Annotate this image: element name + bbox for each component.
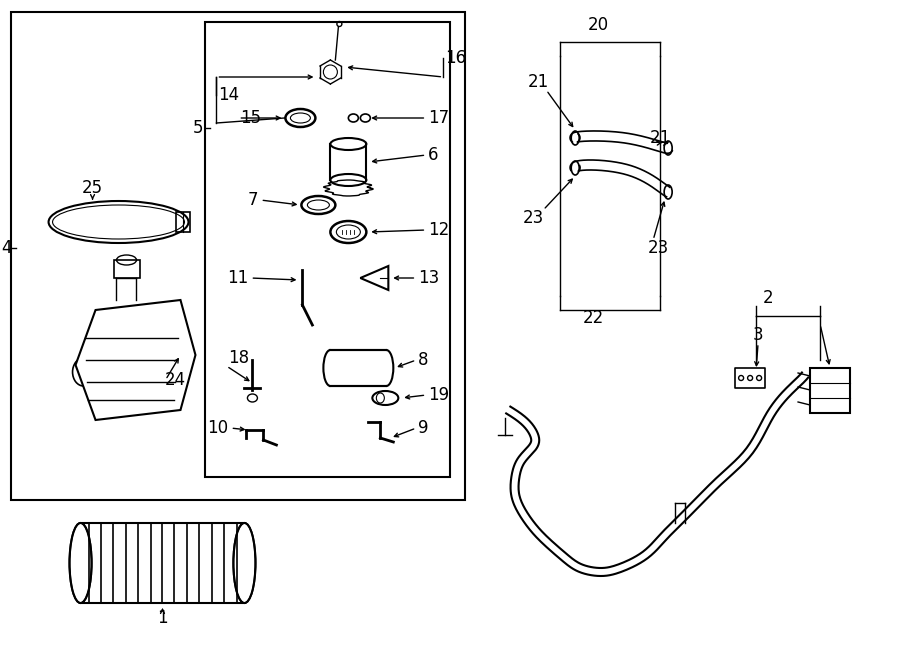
- Bar: [810, 368, 850, 413]
- Polygon shape: [360, 266, 388, 290]
- Text: 7: 7: [248, 191, 258, 209]
- Polygon shape: [76, 300, 195, 420]
- Text: 21: 21: [527, 73, 549, 91]
- Text: 21: 21: [650, 129, 670, 147]
- Text: 5: 5: [194, 119, 203, 137]
- Text: 14: 14: [219, 86, 239, 104]
- Text: 20: 20: [588, 16, 608, 34]
- Text: 12: 12: [428, 221, 450, 239]
- Bar: [113, 260, 140, 278]
- Text: 24: 24: [165, 371, 186, 389]
- Bar: [330, 350, 386, 386]
- Text: 4: 4: [1, 239, 12, 257]
- Text: 13: 13: [418, 269, 439, 287]
- Text: 2: 2: [763, 289, 773, 307]
- Text: 10: 10: [207, 419, 229, 437]
- Text: 8: 8: [418, 351, 428, 369]
- Text: 3: 3: [752, 326, 763, 344]
- Ellipse shape: [70, 524, 91, 602]
- Text: 25: 25: [82, 179, 104, 197]
- Text: 18: 18: [229, 349, 249, 367]
- Text: 19: 19: [428, 386, 449, 404]
- Text: 22: 22: [582, 309, 604, 327]
- Bar: [205, 22, 450, 477]
- Text: 9: 9: [418, 419, 428, 437]
- Text: 1: 1: [158, 609, 167, 627]
- Bar: [735, 368, 765, 388]
- Bar: [176, 212, 191, 232]
- Bar: [11, 12, 465, 500]
- Text: 15: 15: [240, 109, 262, 127]
- Text: 11: 11: [227, 269, 248, 287]
- Text: 6: 6: [428, 146, 439, 164]
- Ellipse shape: [234, 524, 255, 602]
- Text: 17: 17: [428, 109, 449, 127]
- Text: 23: 23: [647, 239, 669, 257]
- Text: 16: 16: [446, 49, 466, 67]
- Text: 23: 23: [523, 209, 544, 227]
